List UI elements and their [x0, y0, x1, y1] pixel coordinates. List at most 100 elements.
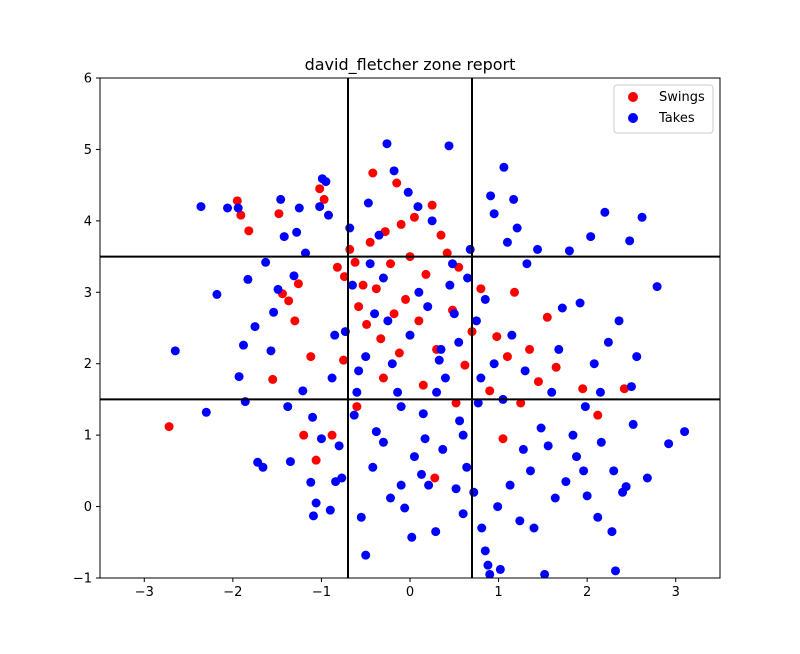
data-point [418, 409, 428, 419]
series-swings [164, 168, 629, 483]
data-point [354, 366, 364, 376]
data-point [383, 316, 393, 326]
data-point [600, 207, 610, 217]
data-point [393, 387, 403, 397]
data-point [365, 237, 375, 247]
data-point [298, 386, 308, 396]
data-point [540, 569, 550, 578]
data-point [499, 162, 509, 172]
data-point [557, 303, 567, 313]
data-point [238, 340, 248, 350]
data-point [274, 209, 284, 219]
x-tick-label: 1 [494, 585, 502, 600]
data-point [536, 423, 546, 433]
data-point [378, 373, 388, 383]
data-point [327, 373, 337, 383]
data-point [423, 302, 433, 312]
data-point [568, 430, 578, 440]
legend-swings-label: Swings [659, 90, 705, 105]
data-point [451, 398, 461, 408]
data-point [306, 477, 316, 487]
data-point [610, 566, 620, 576]
data-point [306, 352, 316, 362]
data-point [515, 516, 525, 526]
data-point [299, 430, 309, 440]
data-point [358, 280, 368, 290]
data-point [321, 177, 331, 187]
data-point [586, 232, 596, 242]
data-point [361, 550, 371, 560]
data-point [465, 244, 475, 254]
data-point [483, 560, 493, 570]
data-point [285, 457, 295, 467]
data-point [232, 196, 242, 206]
data-point [444, 141, 454, 151]
data-point [352, 402, 362, 412]
data-point [294, 203, 304, 213]
data-point [485, 569, 495, 578]
data-point [664, 439, 674, 449]
data-point [493, 502, 503, 512]
data-point [293, 279, 303, 289]
data-point [268, 374, 278, 384]
data-point [543, 441, 553, 451]
data-point [550, 493, 560, 503]
data-point [350, 257, 360, 267]
data-point [469, 487, 479, 497]
data-point [476, 373, 486, 383]
data-point [525, 466, 535, 476]
data-point [417, 469, 427, 479]
data-point [361, 352, 371, 362]
data-point [378, 437, 388, 447]
data-point [579, 466, 589, 476]
data-point [311, 498, 321, 508]
legend-swings-marker [628, 92, 638, 102]
data-point [512, 223, 522, 233]
y-tick-label: 6 [84, 72, 92, 87]
x-tick-label: 2 [583, 585, 591, 600]
data-point [378, 273, 388, 283]
data-point [283, 402, 293, 412]
data-point [315, 202, 325, 212]
data-point [445, 280, 455, 290]
data-point [642, 473, 652, 483]
data-point [365, 259, 375, 269]
data-point [603, 337, 613, 347]
data-point [409, 452, 419, 462]
data-point [595, 387, 605, 397]
data-point [495, 564, 505, 574]
data-point [234, 372, 244, 382]
data-point [430, 473, 440, 483]
y-axis-ticks: −1 0 1 2 3 4 5 6 [73, 72, 100, 587]
data-point [413, 202, 423, 212]
data-point [522, 259, 532, 269]
data-point [578, 384, 588, 394]
data-point [339, 355, 349, 365]
data-point [289, 271, 299, 281]
data-point [392, 178, 402, 188]
data-point [542, 312, 552, 322]
data-point [625, 236, 635, 246]
data-point [438, 444, 448, 454]
data-point [432, 387, 442, 397]
data-point [308, 511, 318, 521]
x-tick-label: 0 [406, 585, 414, 600]
data-point [480, 546, 490, 556]
data-point [473, 398, 483, 408]
chart-title: david_fletcher zone report [305, 55, 516, 75]
data-point [486, 191, 496, 201]
legend-takes-marker [628, 113, 638, 123]
x-tick-label: −2 [223, 585, 242, 600]
data-point [561, 477, 571, 487]
data-point [477, 523, 487, 533]
data-point [345, 223, 355, 233]
data-point [547, 387, 557, 397]
data-point [551, 362, 561, 372]
data-point [507, 330, 517, 340]
data-point [284, 296, 294, 306]
data-point [345, 244, 355, 254]
legend: Swings Takes [613, 84, 714, 134]
data-point [250, 322, 260, 332]
data-point [448, 259, 458, 269]
data-point [269, 307, 279, 317]
